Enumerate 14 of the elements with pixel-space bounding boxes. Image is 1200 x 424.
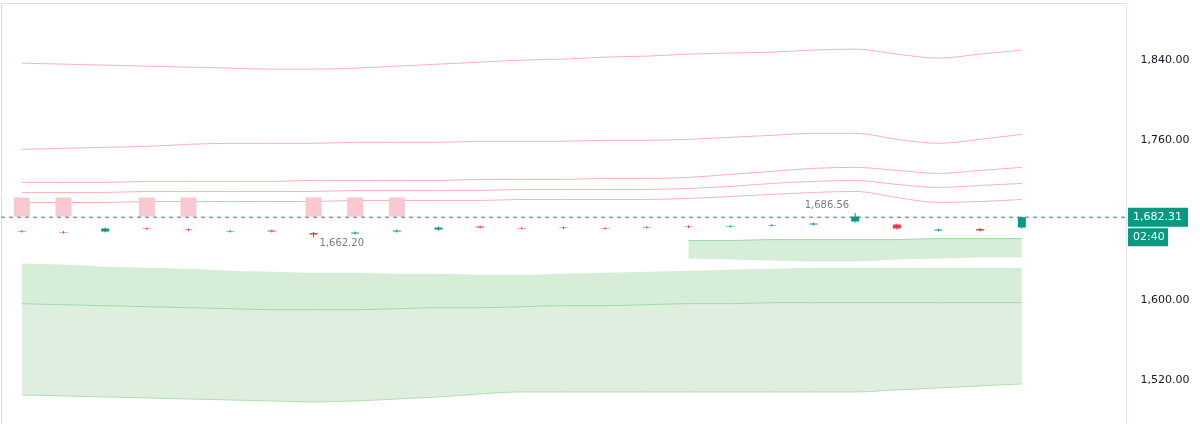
line-series [21,179,1023,193]
line-series [21,302,1023,311]
annotation: 1,686.56 [804,198,850,210]
text: 02:40 [1133,230,1165,244]
y-tick-label: 1,760.00 [1140,132,1190,146]
y-tick-label: 1,520.00 [1140,373,1190,387]
line-series [21,166,1023,183]
y-tick-label: 1,840.00 [1140,52,1190,66]
ref-line-label: 1,682.31 [1133,210,1182,224]
line-series [21,48,1023,70]
line-series [21,132,1023,150]
y-tick-label: 1,600.00 [1140,293,1190,307]
annotation: 1,662.20 [319,237,365,249]
line-series [21,383,1023,403]
